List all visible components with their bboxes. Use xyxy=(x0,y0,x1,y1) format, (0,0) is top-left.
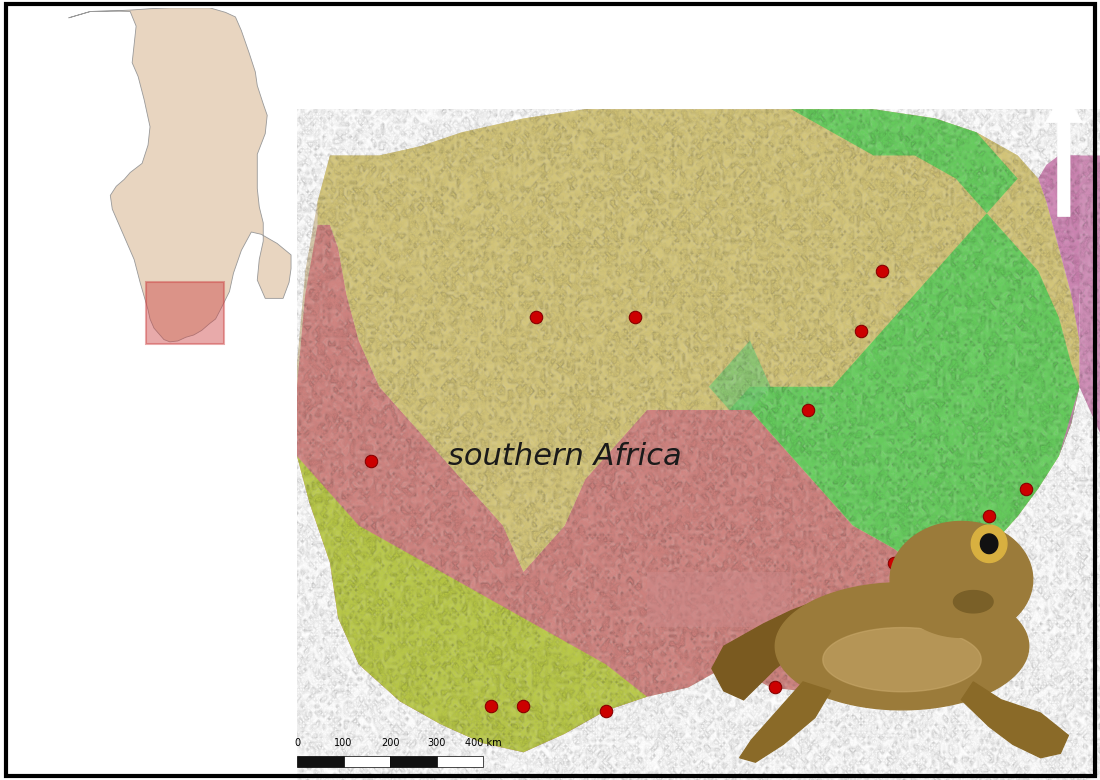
Bar xyxy=(647,572,791,627)
Polygon shape xyxy=(935,155,1079,581)
Polygon shape xyxy=(297,456,647,752)
Point xyxy=(852,325,870,338)
Polygon shape xyxy=(961,682,1068,757)
Text: 100: 100 xyxy=(334,738,353,747)
Polygon shape xyxy=(146,282,223,344)
Point xyxy=(886,556,903,569)
Polygon shape xyxy=(297,225,935,752)
Point xyxy=(1018,482,1035,495)
Text: 200: 200 xyxy=(381,738,399,747)
Polygon shape xyxy=(712,601,823,700)
Bar xyxy=(297,756,343,767)
Polygon shape xyxy=(318,109,1079,581)
Bar xyxy=(437,756,483,767)
Polygon shape xyxy=(823,628,981,692)
Polygon shape xyxy=(739,682,830,762)
Text: 0: 0 xyxy=(294,738,300,747)
Polygon shape xyxy=(776,583,1028,710)
Polygon shape xyxy=(980,534,998,554)
Polygon shape xyxy=(890,522,1033,637)
Polygon shape xyxy=(971,525,1006,562)
FancyArrow shape xyxy=(1045,90,1082,217)
Polygon shape xyxy=(708,341,935,581)
Point xyxy=(873,265,891,278)
Point xyxy=(482,700,499,712)
Point xyxy=(799,404,816,417)
Text: southern Africa: southern Africa xyxy=(448,441,682,470)
Point xyxy=(766,681,783,693)
Bar xyxy=(390,756,437,767)
Point xyxy=(515,700,532,712)
Polygon shape xyxy=(977,155,1100,562)
Point xyxy=(626,311,644,324)
Text: 300: 300 xyxy=(428,738,446,747)
Point xyxy=(597,704,615,717)
Polygon shape xyxy=(729,109,1079,581)
Polygon shape xyxy=(68,8,292,342)
Point xyxy=(980,510,998,523)
Bar xyxy=(343,756,390,767)
Point xyxy=(527,311,544,324)
Text: 400 km: 400 km xyxy=(465,738,502,747)
Point xyxy=(362,455,380,467)
Polygon shape xyxy=(297,109,1079,752)
Polygon shape xyxy=(954,590,993,613)
